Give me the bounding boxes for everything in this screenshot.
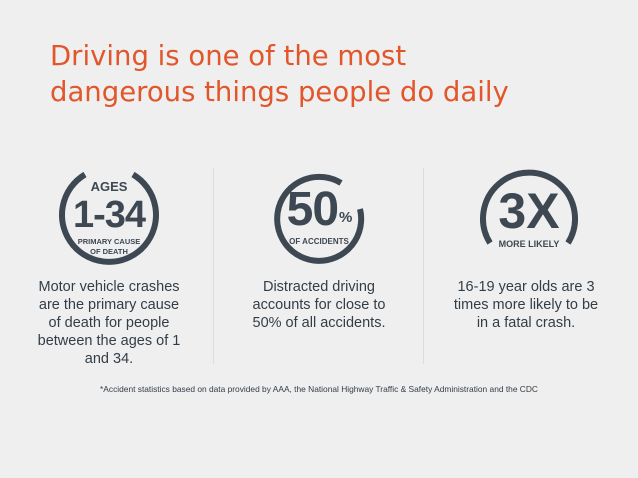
ages-ring-badge: AGES 1-34 PRIMARY CAUSE OF DEATH	[56, 166, 162, 272]
ring-icon	[274, 173, 365, 264]
ages-label: AGES	[90, 179, 128, 194]
distracted-description-line-3: 50% of all accidents.	[252, 315, 386, 331]
teens-description-line-1: 16-19 year olds are 3	[457, 279, 595, 295]
distracted-description-line-1: Distracted driving	[262, 279, 375, 295]
distracted-description-line-2: accounts for close to	[252, 297, 386, 313]
page-title: Driving is one of the most dangerous thi…	[50, 38, 610, 110]
ages-sub-line-2: OF DEATH	[90, 247, 128, 256]
percent-number: 50	[286, 183, 339, 236]
percent-sub-line: OF ACCIDENTS	[289, 237, 349, 246]
source-footnote: *Accident statistics based on data provi…	[100, 384, 538, 394]
ages-description-line-2: are the primary cause	[38, 297, 180, 313]
multiplier-ring-badge: 3X MORE LIKELY	[476, 166, 582, 272]
teens-description-line-2: times more likely to be	[453, 297, 599, 313]
multiplier-sub-line: MORE LIKELY	[498, 239, 560, 249]
column-divider-2	[423, 168, 424, 364]
ring-icon	[59, 171, 159, 265]
title-line-2: dangerous things people do daily	[50, 76, 509, 108]
percent-value: 50%	[266, 183, 372, 237]
ages-value: 1-34	[72, 194, 146, 236]
ring-icon	[480, 169, 578, 245]
multiplier-value: 3X	[498, 183, 560, 239]
ages-description-line-4: between the ages of 1	[37, 333, 181, 349]
ages-description-line-1: Motor vehicle crashes	[38, 279, 180, 295]
ages-description-line-3: of death for people	[48, 315, 170, 331]
ages-description-line-5: and 34.	[84, 351, 134, 367]
title-line-1: Driving is one of the most	[50, 40, 407, 72]
percent-ring-badge: 50% OF ACCIDENTS	[266, 166, 372, 272]
column-divider-1	[213, 168, 214, 364]
ages-sub-line-1: PRIMARY CAUSE	[77, 237, 141, 246]
teens-description-line-3: in a fatal crash.	[476, 315, 576, 331]
percent-sign: %	[339, 209, 352, 226]
